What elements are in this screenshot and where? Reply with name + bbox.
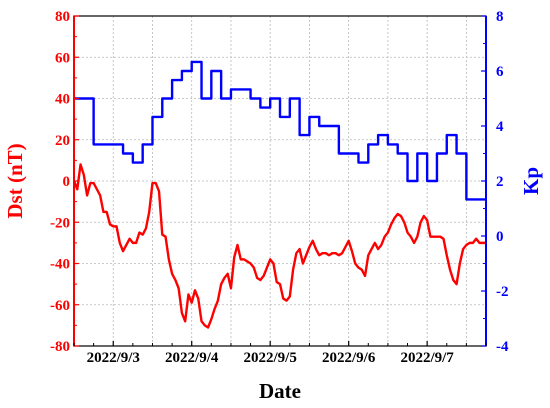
- left-axis-ticks: 80 60 40 20 0 -20 -40 -60 -80: [50, 9, 79, 355]
- left-tick-label: -80: [50, 339, 70, 355]
- x-tick-label: 2022/9/5: [244, 350, 297, 366]
- right-axis-title: Kp: [519, 167, 543, 195]
- left-tick-label: 0: [63, 174, 71, 190]
- x-axis-title: Date: [259, 379, 301, 403]
- left-tick-label: -40: [50, 257, 70, 273]
- left-tick-label: 40: [55, 92, 70, 108]
- left-axis-title: Dst (nT): [3, 143, 27, 218]
- dst-series-line: [72, 163, 486, 329]
- right-tick-label: 8: [496, 9, 504, 25]
- right-tick-label: 6: [496, 64, 504, 80]
- x-axis-ticks: 2022/9/3 2022/9/4 2022/9/5 2022/9/6 2022/9/7: [73, 341, 487, 366]
- x-tick-label: 2022/9/3: [87, 350, 140, 366]
- series-layer: [72, 60, 486, 329]
- x-tick-label: 2022/9/4: [165, 350, 219, 366]
- right-tick-label: -4: [496, 339, 509, 355]
- left-tick-label: -20: [50, 215, 70, 231]
- right-axis-ticks: 8 6 4 2 0 -2 -4: [481, 9, 509, 355]
- right-tick-label: 2: [496, 174, 504, 190]
- grid-lines: [74, 16, 486, 346]
- left-tick-label: 80: [55, 9, 70, 25]
- kp-series-line: [74, 60, 486, 201]
- right-tick-label: 0: [496, 229, 504, 245]
- x-tick-label: 2022/9/6: [322, 350, 376, 366]
- left-tick-label: -60: [50, 298, 70, 314]
- left-tick-label: 60: [55, 50, 70, 66]
- left-tick-label: 20: [55, 133, 70, 149]
- x-tick-label: 2022/9/7: [400, 350, 454, 366]
- right-tick-label: -2: [496, 284, 509, 300]
- right-tick-label: 4: [496, 119, 504, 135]
